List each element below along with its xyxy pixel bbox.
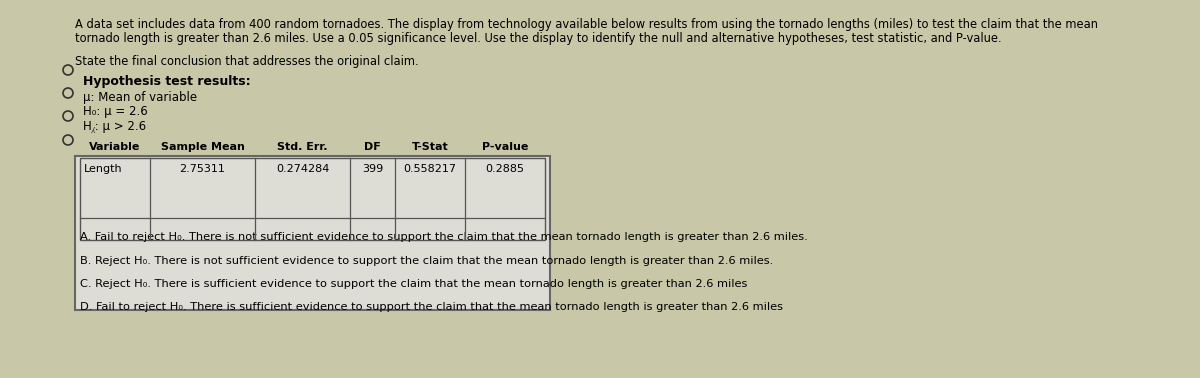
Text: 0.558217: 0.558217 <box>403 164 456 174</box>
Text: 0.2885: 0.2885 <box>486 164 524 174</box>
FancyBboxPatch shape <box>74 156 550 310</box>
Text: tornado length is greater than 2.6 miles. Use a 0.05 significance level. Use the: tornado length is greater than 2.6 miles… <box>74 32 1002 45</box>
Text: B. Reject H₀. There is not sufficient evidence to support the claim that the mea: B. Reject H₀. There is not sufficient ev… <box>80 256 773 266</box>
Text: A data set includes data from 400 random tornadoes. The display from technology : A data set includes data from 400 random… <box>74 18 1098 31</box>
Text: 0.274284: 0.274284 <box>276 164 329 174</box>
Text: 399: 399 <box>362 164 383 174</box>
Text: State the final conclusion that addresses the original claim.: State the final conclusion that addresse… <box>74 55 419 68</box>
Text: D. Fail to reject H₀. There is sufficient evidence to support the claim that the: D. Fail to reject H₀. There is sufficien… <box>80 302 784 312</box>
Text: H⁁: μ > 2.6: H⁁: μ > 2.6 <box>83 120 146 133</box>
Text: Variable: Variable <box>89 142 140 152</box>
Text: Hypothesis test results:: Hypothesis test results: <box>83 75 251 88</box>
Text: A. Fail to reject H₀. There is not sufficient evidence to support the claim that: A. Fail to reject H₀. There is not suffi… <box>80 232 808 242</box>
FancyBboxPatch shape <box>80 158 545 240</box>
Text: H₀: μ = 2.6: H₀: μ = 2.6 <box>83 105 148 118</box>
Text: T-Stat: T-Stat <box>412 142 449 152</box>
Text: Std. Err.: Std. Err. <box>277 142 328 152</box>
Text: 2.75311: 2.75311 <box>180 164 226 174</box>
Text: Length: Length <box>84 164 122 174</box>
Text: Sample Mean: Sample Mean <box>161 142 245 152</box>
Text: DF: DF <box>364 142 380 152</box>
Text: P-value: P-value <box>482 142 528 152</box>
Text: C. Reject H₀. There is sufficient evidence to support the claim that the mean to: C. Reject H₀. There is sufficient eviden… <box>80 279 748 289</box>
Text: μ: Mean of variable: μ: Mean of variable <box>83 91 197 104</box>
